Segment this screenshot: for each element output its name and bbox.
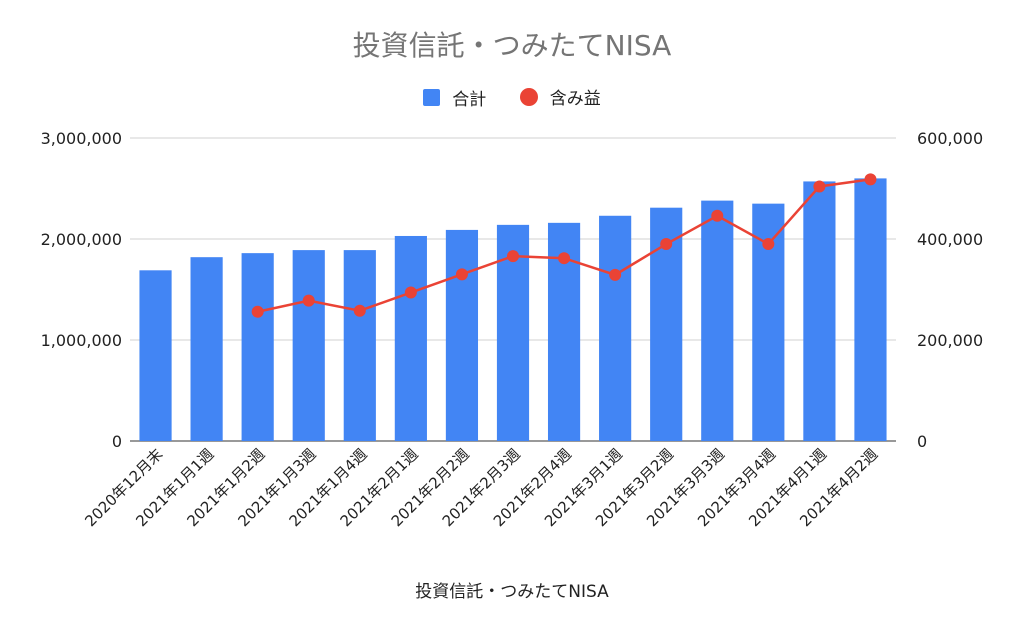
bar (803, 181, 836, 441)
line-point (302, 294, 315, 307)
chart-title: 投資信託・つみたてNISA (352, 29, 672, 62)
y-left-tick-label: 3,000,000 (41, 129, 122, 148)
line-point (507, 250, 519, 263)
line-point (404, 286, 417, 299)
legend-item-line[interactable]: 含み益 (519, 84, 601, 109)
line-point (609, 268, 622, 281)
line-point (711, 209, 724, 222)
line-point (251, 305, 264, 318)
y-right-tick-label: 200,000 (917, 331, 983, 350)
y-right-tick-label: 400,000 (917, 230, 983, 249)
legend: 合計 含み益 (0, 84, 1024, 111)
y-right-tick-label: 0 (917, 432, 927, 451)
bar (701, 200, 734, 441)
x-axis-label: 投資信託・つみたてNISA (415, 582, 609, 602)
line-point (813, 180, 826, 193)
line-point (353, 304, 366, 317)
line-point (864, 173, 877, 186)
y-right-tick-label: 600,000 (917, 129, 983, 148)
line-point (762, 238, 775, 251)
legend-label-bar: 合計 (452, 89, 487, 110)
legend-swatch-bar (423, 88, 441, 106)
bar (394, 235, 427, 441)
bar (190, 257, 223, 441)
bar (599, 215, 632, 441)
line-point (660, 238, 673, 251)
legend-item-bar[interactable]: 合計 (423, 85, 486, 110)
line-point (558, 252, 571, 265)
bar (139, 270, 172, 441)
bar (292, 250, 325, 441)
bar (445, 229, 479, 441)
bar (343, 250, 376, 441)
legend-swatch-line (519, 87, 538, 106)
y-left-tick-label: 1,000,000 (41, 331, 122, 350)
legend-label-line: 含み益 (549, 89, 601, 109)
line-point (455, 268, 468, 281)
y-left-tick-label: 2,000,000 (41, 230, 122, 249)
bar (241, 253, 274, 441)
bar (854, 178, 887, 441)
y-left-tick-label: 0 (112, 432, 122, 451)
